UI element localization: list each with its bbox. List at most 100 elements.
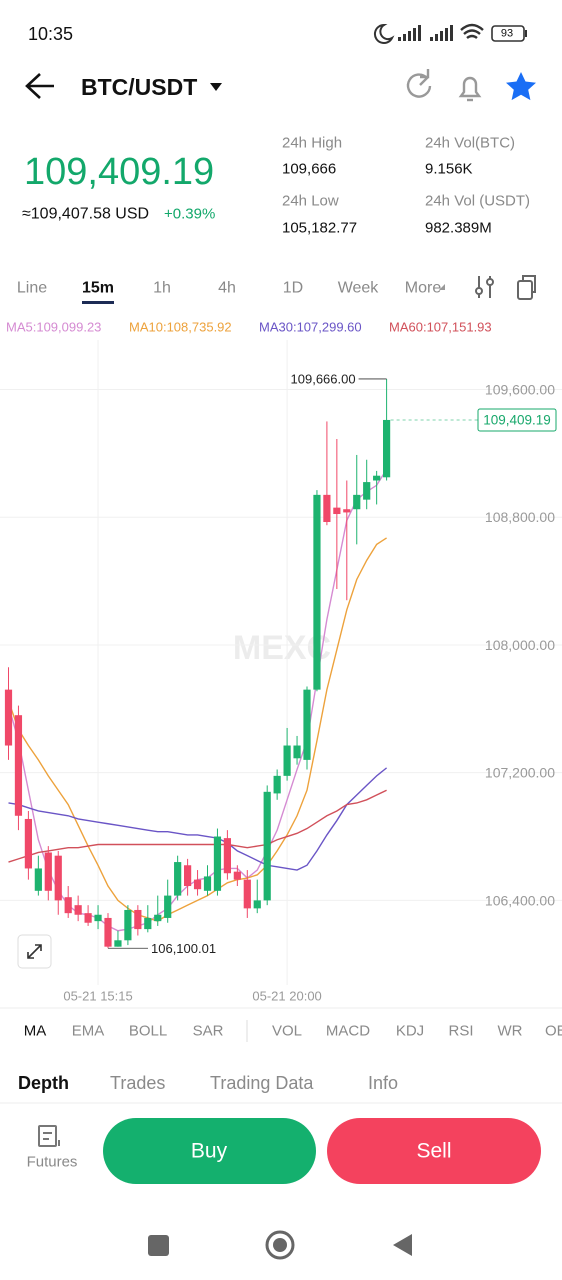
candle-body bbox=[353, 494, 361, 510]
candle-body bbox=[4, 689, 13, 746]
ma-line bbox=[7, 537, 387, 922]
low-label: 106,100.01 bbox=[151, 941, 216, 956]
candle-body bbox=[233, 871, 241, 880]
indicator-tab[interactable]: KDJ bbox=[396, 1023, 424, 1040]
indicator-tab[interactable]: MA bbox=[24, 1023, 47, 1040]
candle-body bbox=[154, 914, 162, 922]
candle-body bbox=[114, 940, 122, 947]
legend-entry: MA5:109,099.23 bbox=[6, 320, 101, 335]
candle-body bbox=[74, 905, 82, 915]
ma-line bbox=[8, 789, 387, 863]
stat-value: 109,666 bbox=[282, 161, 336, 178]
x-tick-label: 05-21 15:15 bbox=[63, 989, 132, 1004]
candle-body bbox=[313, 494, 321, 690]
y-tick-label: 108,800.00 bbox=[485, 509, 555, 525]
y-tick-label: 107,200.00 bbox=[485, 765, 555, 781]
status-time: 10:35 bbox=[28, 24, 73, 44]
legend-entry: MA30:107,299.60 bbox=[259, 320, 362, 335]
indicator-tabs: MA EMA BOLL SAR VOL MACD KDJ RSI WR OBV bbox=[24, 1023, 562, 1040]
detail-tabs: Depth Trades Trading Data Info bbox=[18, 1073, 398, 1093]
indicator-tab[interactable]: WR bbox=[498, 1023, 523, 1040]
buy-button[interactable] bbox=[103, 1118, 316, 1184]
futures-label[interactable]: Futures bbox=[27, 1154, 78, 1171]
candle-body bbox=[164, 895, 172, 918]
last-price-box bbox=[477, 408, 557, 432]
detail-tab[interactable]: Depth bbox=[18, 1073, 69, 1093]
candle-body bbox=[213, 836, 222, 891]
candle-body bbox=[193, 879, 202, 890]
favorite-star[interactable] bbox=[506, 72, 536, 101]
indicator-tab[interactable]: SAR bbox=[193, 1023, 224, 1040]
pair-title[interactable]: BTC/USDT bbox=[81, 74, 197, 100]
candle-body bbox=[14, 715, 23, 816]
kline-chart: MEXC106,400.00107,200.00108,000.00108,80… bbox=[0, 320, 562, 1004]
indicator-tab[interactable]: RSI bbox=[448, 1023, 473, 1040]
interval-tab[interactable]: 1h bbox=[153, 280, 171, 297]
candle-body bbox=[104, 917, 112, 947]
candle-body bbox=[323, 494, 331, 523]
candle-body bbox=[283, 745, 291, 776]
indicator-tab[interactable]: VOL bbox=[272, 1023, 302, 1040]
stat-label: 24h Vol(BTC) bbox=[425, 135, 515, 152]
candle-body bbox=[94, 914, 102, 922]
candle-body bbox=[373, 475, 381, 481]
nav-recents[interactable] bbox=[148, 1235, 169, 1256]
stat-label: 24h High bbox=[282, 135, 342, 152]
indicator-tab[interactable]: OBV bbox=[545, 1023, 562, 1040]
more-arrow[interactable] bbox=[439, 284, 445, 290]
candle-body bbox=[383, 419, 391, 478]
legend-entry: MA10:108,735.92 bbox=[129, 320, 232, 335]
interval-tab[interactable]: Week bbox=[338, 280, 380, 297]
buy-label[interactable]: Buy bbox=[191, 1140, 228, 1163]
detail-tab[interactable]: Info bbox=[368, 1073, 398, 1093]
candle-body bbox=[54, 855, 62, 901]
sell-button[interactable] bbox=[327, 1118, 541, 1184]
candle-body bbox=[333, 507, 341, 515]
indicator-tab[interactable]: EMA bbox=[72, 1023, 105, 1040]
interval-tabs: Line 15m 1h 4h 1D Week More bbox=[17, 280, 441, 297]
back-button[interactable] bbox=[25, 73, 54, 99]
candle-body bbox=[34, 868, 42, 891]
price-change: +0.39% bbox=[164, 206, 215, 223]
interval-tab[interactable]: More bbox=[405, 280, 442, 297]
ma-line bbox=[7, 468, 388, 932]
alert-icon[interactable] bbox=[458, 76, 482, 102]
y-tick-label: 106,400.00 bbox=[485, 892, 555, 908]
sell-label[interactable]: Sell bbox=[416, 1140, 451, 1163]
high-label: 109,666.00 bbox=[291, 371, 356, 386]
nav-home[interactable] bbox=[265, 1230, 295, 1260]
battery-level: 93 bbox=[501, 28, 513, 40]
share-icon[interactable] bbox=[406, 69, 432, 98]
pair-dropdown[interactable] bbox=[210, 83, 222, 91]
futures-icon[interactable] bbox=[38, 1125, 60, 1147]
candle-body bbox=[263, 791, 271, 901]
detail-tab[interactable]: Trades bbox=[110, 1073, 165, 1093]
candle-body bbox=[363, 482, 371, 500]
candle-body bbox=[84, 913, 92, 923]
stat-value: 982.389M bbox=[425, 220, 492, 237]
settings-icon[interactable] bbox=[475, 276, 494, 298]
interval-tab[interactable]: 4h bbox=[218, 280, 236, 297]
usd-price: ≈109,407.58 USD bbox=[22, 206, 149, 223]
candle-body bbox=[134, 909, 142, 930]
interval-tab[interactable]: 1D bbox=[283, 280, 303, 297]
expand-button[interactable] bbox=[17, 934, 52, 969]
candle-body bbox=[44, 852, 52, 891]
detail-tab[interactable]: Trading Data bbox=[210, 1073, 314, 1093]
legend-entry: MA60:107,151.93 bbox=[389, 320, 492, 335]
candle-body bbox=[174, 862, 182, 896]
candle-body bbox=[293, 745, 301, 759]
ma-line bbox=[8, 767, 388, 871]
indicator-tab[interactable]: MACD bbox=[326, 1023, 370, 1040]
indicator-tab[interactable]: BOLL bbox=[129, 1023, 167, 1040]
candle-body bbox=[203, 876, 212, 891]
candle-body bbox=[144, 917, 152, 930]
candle-body bbox=[124, 909, 132, 941]
landscape-icon[interactable] bbox=[517, 275, 536, 300]
interval-tab[interactable]: 15m bbox=[82, 280, 114, 297]
nav-back[interactable] bbox=[393, 1234, 412, 1256]
last-price: 109,409.19 bbox=[24, 151, 214, 193]
interval-tab[interactable]: Line bbox=[17, 280, 47, 297]
stat-label: 24h Low bbox=[282, 193, 339, 210]
